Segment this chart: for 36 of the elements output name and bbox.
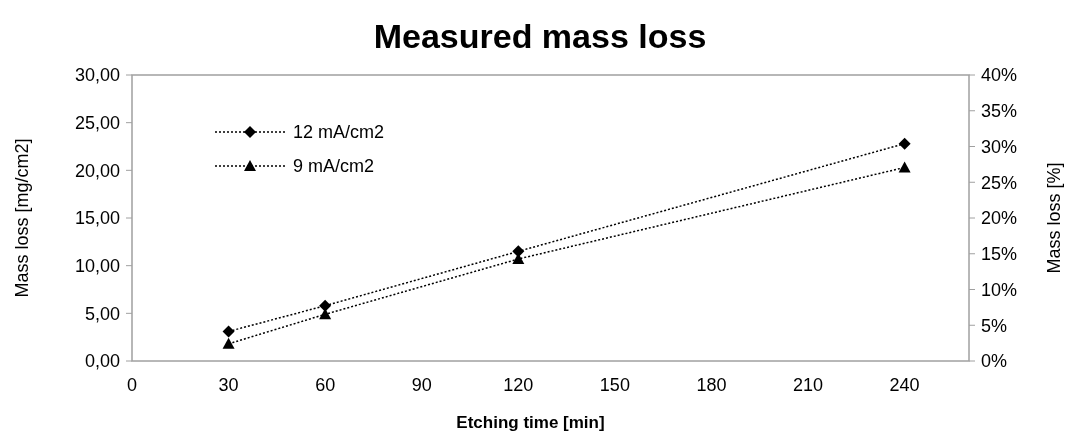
- y2-tick-label: 5%: [981, 315, 1008, 336]
- y-tick-label: 0,00: [84, 351, 120, 372]
- x-axis-title: Etching time [min]: [456, 413, 605, 432]
- y-tick-label: 20,00: [74, 160, 120, 181]
- x-tick-label: 210: [793, 375, 824, 395]
- x-tick-label: 180: [696, 375, 727, 395]
- point: [898, 161, 911, 173]
- y2-tick-label: 20%: [981, 208, 1018, 229]
- y2-tick-label: 10%: [981, 279, 1018, 300]
- x-tick-label: 150: [599, 375, 630, 395]
- y2-tick-label: 0%: [981, 351, 1008, 372]
- y2-tick-label: 35%: [981, 101, 1018, 122]
- x-tick-label: 120: [503, 375, 534, 395]
- chart-title: Measured mass loss: [373, 17, 707, 55]
- x-tick-label: 90: [411, 375, 432, 395]
- x-tick-label: 60: [315, 375, 336, 395]
- y2-tick-label: 30%: [981, 136, 1018, 157]
- point: [222, 337, 235, 349]
- y2-axis-title: Mass loss [%]: [1044, 162, 1064, 274]
- y-axis-title: Mass loss [mg/cm2]: [12, 138, 32, 298]
- point: [319, 299, 332, 312]
- y-tick-label: 15,00: [74, 208, 120, 229]
- x-tick-label: 30: [218, 375, 239, 395]
- y-tick-label: 5,00: [84, 303, 120, 324]
- point: [222, 325, 235, 338]
- y2-tick-label: 15%: [981, 244, 1018, 265]
- point: [898, 137, 911, 150]
- x-tick-label: 0: [126, 375, 138, 395]
- y-tick-label: 30,00: [74, 65, 120, 86]
- y2-tick-label: 40%: [981, 65, 1018, 86]
- legend-label: 12 mA/cm2: [293, 122, 385, 143]
- y-tick-label: 25,00: [74, 112, 120, 133]
- x-tick-label: 240: [889, 375, 920, 395]
- y2-tick-label: 25%: [981, 172, 1018, 193]
- y-tick-label: 10,00: [74, 255, 120, 276]
- legend-label: 9 mA/cm2: [293, 156, 375, 177]
